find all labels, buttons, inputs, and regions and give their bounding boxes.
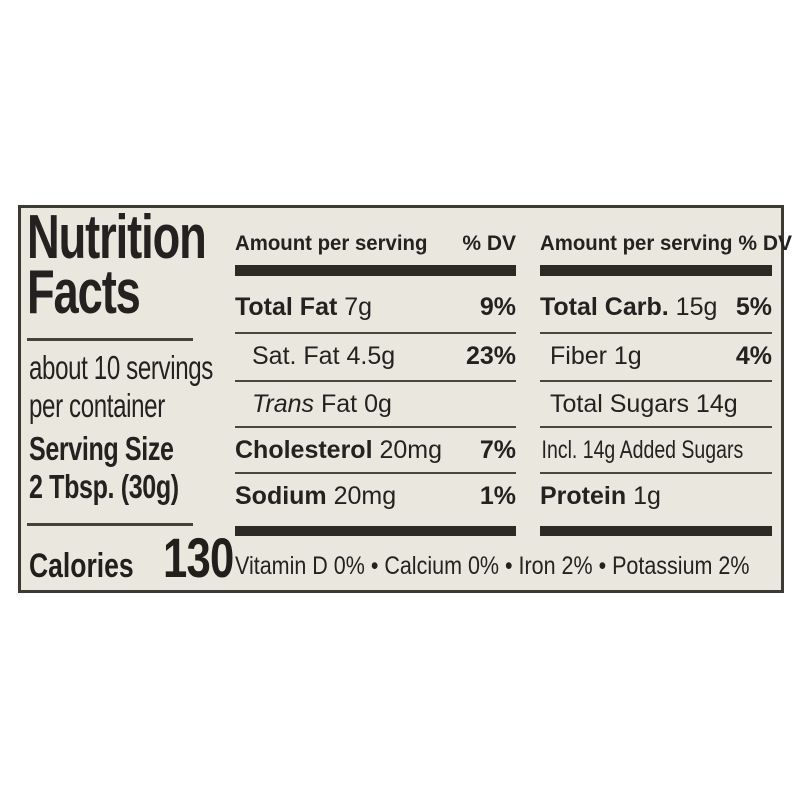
- footer-micronutrients: Vitamin D 0% • Calcium 0% • Iron 2% • Po…: [235, 552, 772, 581]
- nutrient-row-sat-fat: Sat. Fat 4.5g 23%: [235, 343, 516, 369]
- servings-line2: per container: [29, 387, 165, 424]
- amount-per-serving-header: Amount per serving: [540, 232, 733, 255]
- nutrient-name: Protein 1g: [540, 482, 661, 510]
- nutrient-row-sodium: Sodium 20mg 1%: [235, 483, 516, 509]
- serving-size-label: Serving Size: [29, 430, 174, 467]
- header-bar: [540, 265, 772, 276]
- calories-row: Calories 130: [29, 530, 254, 594]
- nutrient-dv: 4%: [735, 342, 772, 370]
- divider: [235, 332, 516, 334]
- dv-header: % DV: [738, 232, 793, 255]
- nutrient-row-added-sugars: Incl. 14g Added Sugars 28%: [540, 437, 772, 463]
- micronutrients-text: Vitamin D 0% • Calcium 0% • Iron 2% • Po…: [235, 552, 750, 580]
- nutrient-name: Total Fat 7g: [235, 293, 373, 321]
- divider: [540, 380, 772, 382]
- nutrient-dv: 23%: [465, 342, 516, 370]
- panel-title: Nutrition Facts: [27, 207, 272, 324]
- nutrient-name: Total Carb. 15g: [540, 293, 718, 321]
- divider: [235, 380, 516, 382]
- divider: [540, 426, 772, 428]
- divider: [235, 472, 516, 474]
- nutrient-name: Fiber 1g: [550, 342, 642, 370]
- nutrient-column-carb-protein: Amount per serving % DV Total Carb. 15g …: [540, 208, 792, 590]
- column-header: Amount per serving % DV: [235, 232, 516, 256]
- nutrient-name: Trans Fat 0g: [252, 390, 392, 418]
- nutrient-name: Sat. Fat 4.5g: [252, 342, 396, 370]
- divider: [235, 426, 516, 428]
- dv-header: % DV: [462, 232, 516, 255]
- column-header: Amount per serving % DV: [540, 232, 792, 256]
- serving-size-value: 2 Tbsp. (30g): [29, 468, 179, 505]
- nutrient-name: Sodium 20mg: [235, 482, 397, 510]
- divider: [27, 338, 193, 341]
- nutrient-name: Cholesterol 20mg: [235, 436, 443, 464]
- nutrient-row-fiber: Fiber 1g 4%: [540, 343, 772, 369]
- nutrient-name: Incl. 14g Added Sugars: [541, 436, 744, 464]
- panel-title-line1: Nutrition: [27, 203, 207, 272]
- calories-value: 130: [163, 526, 234, 589]
- panel-title-line2: Facts: [27, 258, 141, 327]
- nutrient-name: Total Sugars 14g: [550, 390, 738, 418]
- header-bar: [235, 265, 516, 276]
- section-bar: [235, 526, 516, 536]
- divider: [540, 332, 772, 334]
- nutrient-row-total-fat: Total Fat 7g 9%: [235, 294, 516, 320]
- nutrient-dv: 5%: [735, 293, 772, 321]
- calories-label: Calories: [29, 547, 134, 585]
- nutrient-column-fat-sodium: Amount per serving % DV Total Fat 7g 9% …: [235, 208, 516, 590]
- serving-size: Serving Size 2 Tbsp. (30g): [29, 430, 226, 506]
- nutrient-row-trans-fat: Trans Fat 0g: [235, 391, 516, 417]
- nutrient-dv: 1%: [479, 482, 516, 510]
- divider: [27, 523, 193, 526]
- nutrient-dv: 7%: [479, 436, 516, 464]
- nutrition-facts-label: Nutrition Facts about 10 servings per co…: [18, 205, 792, 594]
- amount-per-serving-header: Amount per serving: [235, 232, 428, 255]
- nutrient-row-cholesterol: Cholesterol 20mg 7%: [235, 437, 516, 463]
- nutrient-row-total-sugars: Total Sugars 14g: [540, 391, 772, 417]
- nutrient-row-protein: Protein 1g: [540, 483, 772, 509]
- servings-per-container: about 10 servings per container: [29, 349, 281, 425]
- section-bar: [540, 526, 772, 536]
- servings-line1: about 10 servings: [29, 349, 213, 386]
- divider: [540, 472, 772, 474]
- nutrient-dv: 9%: [479, 293, 516, 321]
- nutrient-row-total-carb: Total Carb. 15g 5%: [540, 294, 772, 320]
